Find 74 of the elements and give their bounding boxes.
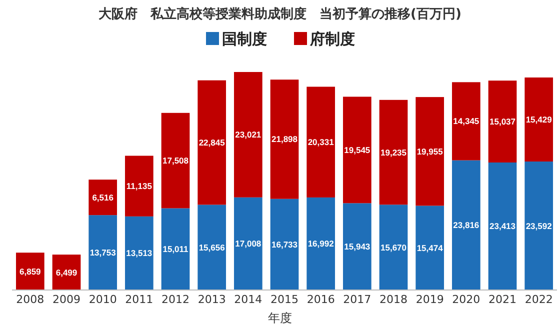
bar <box>124 216 154 290</box>
bar <box>524 162 554 290</box>
bar <box>270 198 299 290</box>
bar <box>124 156 154 216</box>
bar <box>452 160 480 290</box>
data-label: 20,331 <box>308 137 334 148</box>
bar <box>88 215 118 290</box>
x-tick-label: 2013 <box>198 293 226 306</box>
x-tick-label: 2009 <box>52 293 80 306</box>
data-label: 11,135 <box>126 181 152 192</box>
x-tick-label: 2022 <box>524 293 553 306</box>
bar <box>198 204 226 290</box>
bar <box>524 77 554 162</box>
data-label: 15,670 <box>380 242 407 252</box>
bar <box>416 206 444 290</box>
bar <box>88 180 118 216</box>
data-label: 23,413 <box>490 221 516 232</box>
legend-label: 府制度 <box>309 30 355 48</box>
data-label: 15,011 <box>162 244 189 254</box>
data-label: 19,235 <box>380 147 407 158</box>
data-label: 15,943 <box>344 242 370 252</box>
data-label: 22,845 <box>198 138 226 148</box>
data-label: 16,733 <box>272 239 298 250</box>
data-label: 17,508 <box>162 156 189 166</box>
bar <box>342 203 372 290</box>
bar <box>416 97 444 206</box>
x-tick-label: 2018 <box>380 293 408 306</box>
data-label: 15,656 <box>198 242 226 252</box>
data-label: 19,545 <box>344 144 370 155</box>
bar <box>452 82 480 160</box>
x-tick-label: 2015 <box>270 293 298 306</box>
x-tick-label: 2012 <box>162 293 190 306</box>
data-label: 13,753 <box>90 248 116 258</box>
legend-label: 国制度 <box>222 30 267 48</box>
data-label: 6,516 <box>92 192 114 202</box>
data-label: 6,499 <box>56 267 78 278</box>
data-label: 14,345 <box>453 116 480 126</box>
data-label: 15,429 <box>526 114 552 125</box>
data-label: 16,992 <box>308 238 334 249</box>
x-tick-label: 2017 <box>343 293 372 306</box>
bar <box>342 96 372 204</box>
bar <box>234 72 262 198</box>
data-label: 15,474 <box>416 242 444 253</box>
bar <box>198 80 226 205</box>
bar <box>379 204 408 290</box>
x-tick-label: 2010 <box>88 293 117 306</box>
chart-title: 大阪府 私立高校等授業料助成制度 当初予算の推移(百万円) <box>98 6 462 22</box>
data-label: 19,955 <box>416 146 444 156</box>
data-label: 6,859 <box>20 266 42 276</box>
bar <box>161 112 190 208</box>
x-tick-label: 2021 <box>488 293 516 306</box>
x-tick-label: 2016 <box>306 293 335 306</box>
x-tick-label: 2011 <box>125 293 154 306</box>
bar <box>16 252 44 290</box>
x-tick-label: 2020 <box>452 293 480 306</box>
x-tick-label: 2014 <box>234 293 262 306</box>
data-label: 23,816 <box>453 220 480 230</box>
data-label: 15,037 <box>490 116 516 127</box>
data-label: 17,008 <box>235 238 262 249</box>
data-label: 13,513 <box>126 248 152 258</box>
x-axis-title: 年度 <box>268 311 292 325</box>
data-label: 23,592 <box>526 220 552 231</box>
bar <box>488 162 517 290</box>
bar <box>488 80 517 162</box>
bar <box>161 208 190 290</box>
bar <box>270 80 299 199</box>
data-label: 21,898 <box>272 134 298 144</box>
x-tick-label: 2008 <box>16 293 44 306</box>
bar <box>234 197 262 290</box>
bar <box>306 197 336 290</box>
bar <box>306 86 336 198</box>
data-label: 23,021 <box>235 130 262 140</box>
x-tick-label: 2019 <box>416 293 444 306</box>
bar <box>379 100 408 205</box>
